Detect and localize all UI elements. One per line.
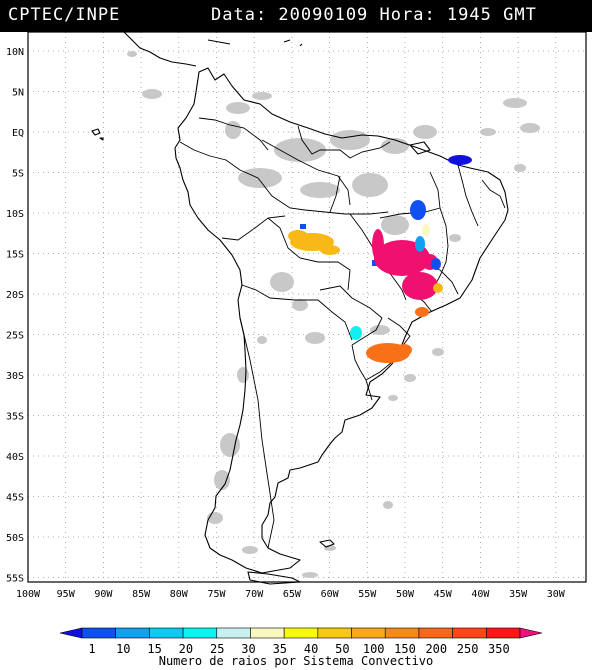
lon-label: 60W xyxy=(321,589,340,600)
lat-label: 5N xyxy=(12,88,24,99)
lon-label: 90W xyxy=(94,589,113,600)
colorbar-ticks: 1 10 15 20 25 30 35 40 50 100 150 200 250 350 xyxy=(88,642,509,656)
colorbar-tick: 10 xyxy=(116,642,130,656)
colorbar-segment xyxy=(486,627,521,639)
colorbar-segment xyxy=(317,627,352,639)
system-cyan-py xyxy=(350,326,362,340)
lat-label: 5S xyxy=(12,169,24,180)
lon-label: 35W xyxy=(509,589,528,600)
cloud-cover xyxy=(127,51,540,578)
datetime-label: Data: 20090109 Hora: 1945 GMT xyxy=(211,5,537,25)
colorbar-segment xyxy=(384,627,420,639)
lat-label: 40S xyxy=(6,452,24,463)
lon-label: 85W xyxy=(132,589,151,600)
colorbar-tick: 200 xyxy=(425,642,447,656)
colorbar-tick: 350 xyxy=(488,642,510,656)
colorbar-segment xyxy=(452,627,487,639)
lat-label: 55S xyxy=(6,574,24,585)
colorbar-tick: 150 xyxy=(394,642,416,656)
colorbar-arrow-right xyxy=(519,627,543,639)
colorbar-segment xyxy=(182,627,218,639)
colorbar-segment xyxy=(149,627,184,639)
lat-lon-grid xyxy=(27,32,586,582)
colorbar-tick: 25 xyxy=(210,642,224,656)
colorbar-segment xyxy=(418,627,453,639)
lat-label: 30S xyxy=(6,371,24,382)
colorbar-tick: 40 xyxy=(304,642,318,656)
lat-label: 10S xyxy=(6,209,24,220)
colorbar-tick: 1 xyxy=(88,642,95,656)
colorbar-tick: 250 xyxy=(457,642,479,656)
lon-label: 65W xyxy=(283,589,302,600)
lon-label: 100W xyxy=(16,589,41,600)
lon-label: 70W xyxy=(245,589,264,600)
colorbar-tick: 35 xyxy=(273,642,287,656)
lon-label: 80W xyxy=(170,589,189,600)
longitude-labels: 100W 95W 90W 85W 80W 75W 70W 65W 60W 55W 50W 45W 40W… xyxy=(16,589,566,600)
colorbar-segment xyxy=(115,627,150,639)
colorbar-segment xyxy=(351,627,386,639)
lon-label: 45W xyxy=(434,589,453,600)
lon-label: 30W xyxy=(547,589,566,600)
marajo-island xyxy=(409,141,431,155)
lon-label: 55W xyxy=(358,589,377,600)
colorbar-tick: 50 xyxy=(335,642,349,656)
system-magenta-go xyxy=(374,240,430,276)
lat-label: 35S xyxy=(6,412,24,423)
colorbar-arrow-left xyxy=(59,627,83,639)
lat-label: 15S xyxy=(6,250,24,261)
map-header: CPTEC/INPE Data: 20090109 Hora: 1945 GMT xyxy=(0,0,592,32)
colorbar-tick: 15 xyxy=(147,642,161,656)
colorbar-tick: 100 xyxy=(363,642,385,656)
lat-label: 20S xyxy=(6,290,24,301)
lon-label: 75W xyxy=(207,589,226,600)
south-america-coastline xyxy=(174,67,509,574)
colorbar-tick: 20 xyxy=(179,642,193,656)
lat-label: 10N xyxy=(6,47,24,58)
lightning-map: 10N5NEQ5S10S15S20S25S30S35S40S45S50S55S … xyxy=(6,32,587,600)
lon-label: 95W xyxy=(57,589,76,600)
lat-label: EQ xyxy=(12,128,24,139)
colorbar-title: Numero de raios por Sistema Convectivo xyxy=(159,654,434,668)
colorbar-segment xyxy=(216,627,251,639)
colorbar-segment xyxy=(283,627,319,639)
colorbar-legend: 1 10 15 20 25 30 35 40 50 100 150 200 250 350 Numero … xyxy=(59,627,543,668)
lon-label: 40W xyxy=(471,589,490,600)
caribbean-islands xyxy=(207,39,303,47)
lat-label: 50S xyxy=(6,533,24,544)
colorbar-tick: 30 xyxy=(241,642,255,656)
colorbar-segments xyxy=(59,627,543,639)
source-label: CPTEC/INPE xyxy=(8,5,121,25)
central-america-coast xyxy=(123,32,197,67)
convective-systems xyxy=(288,155,472,363)
system-blue-to xyxy=(410,200,426,220)
falklands xyxy=(319,539,335,548)
colorbar-segment xyxy=(81,627,116,639)
colorbar-segment xyxy=(250,627,285,639)
map-frame xyxy=(27,32,587,583)
latitude-labels: 10N 5N EQ 5S 10S 15S 20S 25S 30S 35S 40S 45S 50S 55S xyxy=(6,47,24,585)
lon-label: 50W xyxy=(396,589,415,600)
lat-label: 45S xyxy=(6,493,24,504)
lat-label: 25S xyxy=(6,331,24,342)
system-blue-north xyxy=(448,155,472,165)
galapagos xyxy=(91,128,104,141)
